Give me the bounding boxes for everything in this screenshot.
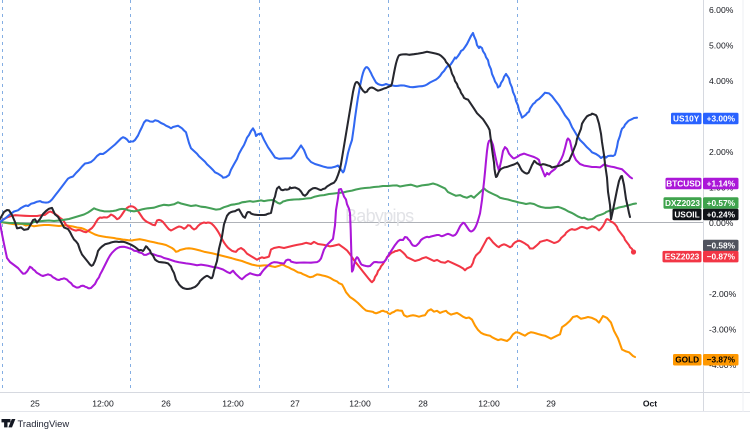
- svg-text:12:00: 12:00: [478, 399, 500, 409]
- svg-text:US10Y: US10Y: [673, 114, 700, 124]
- svg-text:−0.58%: −0.58%: [707, 241, 736, 251]
- svg-text:0.00%: 0.00%: [709, 218, 734, 228]
- svg-text:-3.00%: -3.00%: [709, 325, 737, 335]
- svg-text:+1.14%: +1.14%: [707, 179, 736, 189]
- svg-text:+0.57%: +0.57%: [707, 198, 736, 208]
- svg-text:12:00: 12:00: [92, 399, 114, 409]
- svg-text:4.00%: 4.00%: [709, 76, 734, 86]
- svg-text:Babypips: Babypips: [345, 206, 414, 226]
- svg-text:−0.87%: −0.87%: [707, 252, 736, 262]
- svg-text:-2.00%: -2.00%: [709, 289, 737, 299]
- svg-text:TradingView: TradingView: [18, 418, 70, 429]
- svg-text:27: 27: [290, 399, 300, 409]
- svg-text:5.00%: 5.00%: [709, 41, 734, 51]
- svg-text:6.00%: 6.00%: [709, 5, 734, 15]
- svg-text:GOLD: GOLD: [675, 355, 699, 365]
- svg-text:29: 29: [546, 399, 556, 409]
- svg-text:+3.00%: +3.00%: [707, 114, 736, 124]
- svg-text:2.00%: 2.00%: [709, 147, 734, 157]
- svg-text:25: 25: [30, 399, 40, 409]
- svg-text:26: 26: [161, 399, 171, 409]
- svg-text:+0.24%: +0.24%: [707, 210, 736, 220]
- svg-text:USOIL: USOIL: [674, 210, 699, 220]
- svg-text:−3.87%: −3.87%: [707, 355, 736, 365]
- svg-text:ESZ2023: ESZ2023: [665, 252, 700, 262]
- svg-text:12:00: 12:00: [222, 399, 244, 409]
- svg-text:28: 28: [418, 399, 428, 409]
- svg-text:DXZ2023: DXZ2023: [665, 198, 700, 208]
- svg-text:Oct: Oct: [643, 399, 657, 409]
- svg-text:BTCUSD: BTCUSD: [666, 179, 701, 189]
- svg-text:12:00: 12:00: [349, 399, 371, 409]
